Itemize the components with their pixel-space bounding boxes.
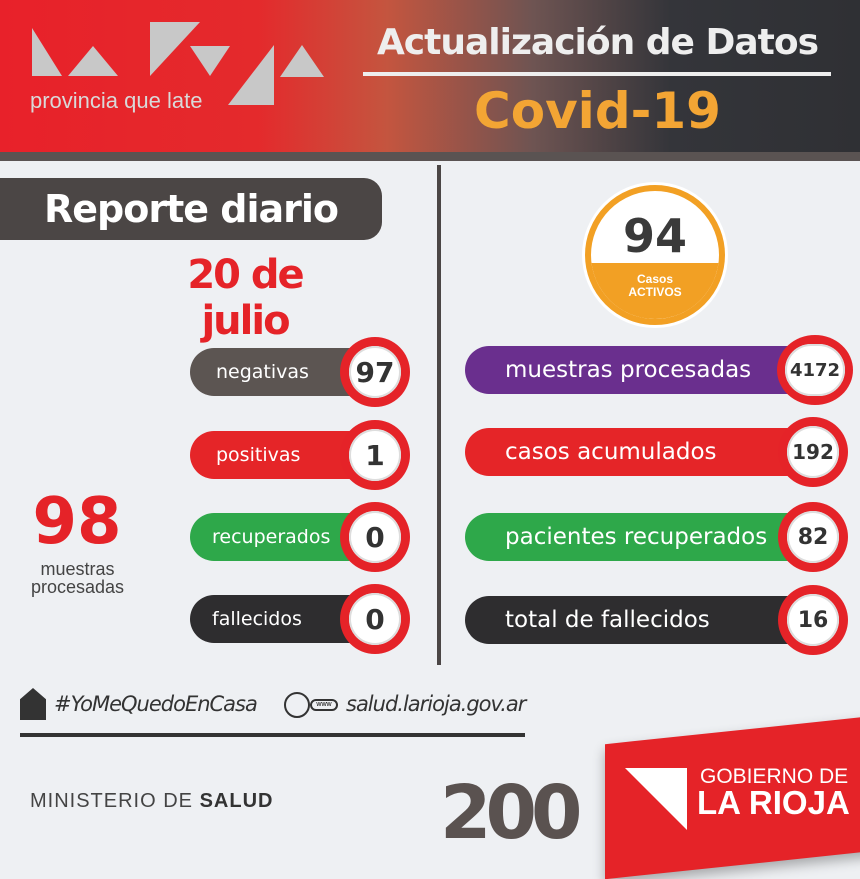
header-stripe — [0, 152, 860, 161]
cum-recuperados-value: 82 — [778, 502, 848, 572]
website-link[interactable]: salud.larioja.gov.ar — [346, 692, 526, 716]
page-title: Actualización de Datos — [376, 22, 819, 63]
cum-muestras-value: 4172 — [777, 335, 853, 405]
cum-fallecidos: total de fallecidos — [465, 596, 815, 644]
stat-label: positivas — [216, 444, 301, 466]
stat-label: muestras procesadas — [505, 357, 752, 383]
stat-label: pacientes recuperados — [505, 524, 768, 550]
www-icon: www — [310, 699, 338, 711]
cum-muestras: muestras procesadas — [465, 346, 815, 394]
stat-label: casos acumulados — [505, 439, 717, 465]
house-icon — [20, 688, 46, 720]
active-cases-badge: 94 Casos ACTIVOS — [585, 185, 725, 325]
active-label-2: ACTIVOS — [628, 285, 682, 299]
daily-total-label: muestras procesadas — [30, 559, 125, 597]
footer-divider — [20, 733, 525, 737]
cum-recuperados: pacientes recuperados — [465, 513, 815, 561]
daily-recuperados-value: 0 — [340, 502, 410, 572]
ministry-light: MINISTERIO DE — [30, 790, 194, 812]
government-line1: GOBIERNO DE — [700, 765, 849, 788]
active-cases-value: 94 — [622, 209, 687, 263]
bicentenary-logo: 200 — [440, 770, 582, 856]
ministry-bold: SALUD — [199, 790, 274, 812]
government-line2: LA RIOJA — [697, 784, 850, 821]
hashtag: #YoMeQuedoEnCasa — [54, 692, 258, 716]
ministry-name: MINISTERIO DE SALUD — [30, 790, 273, 813]
daily-fallecidos-value: 0 — [340, 584, 410, 654]
daily-negativas-value: 97 — [340, 337, 410, 407]
column-divider — [437, 165, 441, 665]
report-title: Reporte diario — [0, 178, 382, 240]
title-divider — [363, 72, 831, 76]
cum-fallecidos-value: 16 — [778, 585, 848, 655]
daily-positivas-value: 1 — [340, 420, 410, 490]
logo-tagline: provincia que late — [30, 88, 203, 113]
cum-casos-value: 192 — [778, 417, 848, 487]
page-subtitle: Covid-19 — [474, 82, 721, 140]
stat-label: recuperados — [212, 526, 331, 548]
report-date: 20 de julio — [187, 252, 304, 344]
stat-label: negativas — [216, 361, 309, 383]
globe-www-icon — [284, 692, 310, 718]
cum-casos: casos acumulados — [465, 428, 815, 476]
header-banner: provincia que late Actualización de Dato… — [0, 0, 860, 152]
active-cases-label: Casos ACTIVOS — [591, 263, 719, 319]
daily-total-value: 98 — [32, 485, 122, 559]
active-label-1: Casos — [636, 272, 674, 286]
stat-label: fallecidos — [212, 608, 302, 630]
stat-label: total de fallecidos — [505, 607, 710, 633]
